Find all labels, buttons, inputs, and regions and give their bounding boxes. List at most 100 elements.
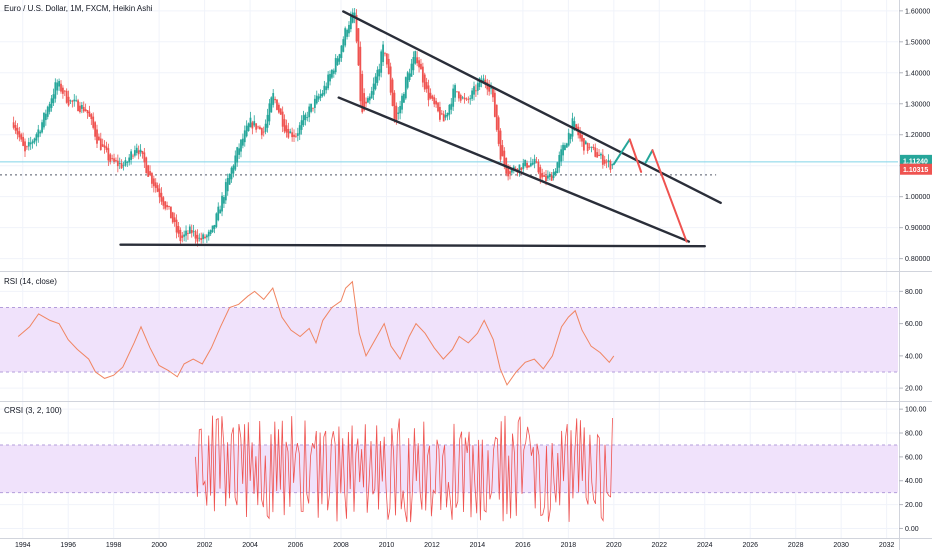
time-tick-label: 2030 [833,542,849,549]
candle-body [124,160,127,166]
candle-body [264,123,267,132]
candle-body [611,164,614,166]
candle-body [353,12,356,18]
candle-body [446,112,449,117]
candle-body [236,147,239,163]
candle-body [317,96,320,100]
candle-body [336,58,339,66]
crsi-tick-label: 20.00 [905,502,923,509]
candle-body [592,146,595,149]
candle-body [285,125,288,133]
candle-body [469,98,472,100]
price-badge [900,163,932,175]
price-tick-label: 1.00000 [905,194,930,201]
candle-body [58,81,61,87]
candle-body [205,235,208,238]
candle-body [403,93,405,103]
candle-body [147,165,150,177]
candle-body [266,114,269,128]
candle-body [473,86,475,95]
candle-body [304,114,307,121]
candle-body [241,138,244,146]
crsi-tick-label: 0.00 [905,526,919,533]
candle-body [162,197,165,206]
candle-body [421,66,424,83]
candle-body [493,92,496,117]
candle-body [535,161,538,163]
candle-body [44,113,47,121]
candle-body [164,201,167,209]
candle-body [92,116,95,128]
candle-body [60,83,62,92]
candle-body [368,96,371,101]
candle-body [351,12,354,23]
candle-body [486,82,489,90]
price-badge [900,154,932,166]
candle-body [393,92,396,119]
candle-body [245,125,248,137]
candle-body [526,162,528,168]
time-tick-label: 2010 [379,542,395,549]
candle-body [539,167,542,179]
candle-body [107,148,110,161]
candle-body [575,124,578,130]
candle-body [118,163,121,164]
candle-body [385,53,388,65]
candle-body [429,92,432,99]
candle-body [507,165,510,177]
time-tick-label: 2008 [333,542,349,549]
candle-body [169,206,172,219]
candle-body [503,150,506,166]
candle-body [302,115,305,126]
candle-body [171,212,174,223]
candle-body [71,100,74,102]
candle-body [132,155,134,157]
candle-body [158,188,161,198]
candle-body [200,238,203,241]
candle-body [401,95,403,110]
candle-body [427,85,430,101]
candle-body [509,171,511,174]
candle-body [22,136,25,146]
indicator-layer [17,280,615,523]
drawing-layer [119,10,722,248]
candle-body [300,120,303,130]
candle-body [262,131,265,133]
candle-body [380,51,383,73]
candle-body [355,15,358,42]
candle-body [133,150,136,156]
candle-body [520,167,523,171]
candle-body [14,125,17,131]
candle-body [367,98,369,103]
candle-body [338,54,341,62]
time-tick-label: 2026 [742,542,758,549]
time-tick-label: 2032 [879,542,895,549]
candle-body [565,143,568,148]
candle-body [116,160,119,167]
candle-body [431,95,434,99]
crsi-tick-label: 80.00 [905,431,923,438]
rsi-line [17,280,615,386]
candle-body [475,90,477,92]
candle-body [444,115,447,118]
candle-body [168,206,170,208]
candle-body [268,103,271,122]
candle-body [389,66,392,93]
candle-body [270,97,273,113]
candle-body [232,165,235,174]
candle-body [528,165,530,168]
candle-body [437,102,439,112]
candle-body [99,138,102,150]
price-tick-label: 1.40000 [905,70,930,77]
projection-line [644,149,654,164]
price-line-layer [0,161,898,176]
candle-body [605,161,608,163]
candle-body [295,135,297,137]
candle-body [90,114,93,120]
candle-body [497,117,500,144]
candle-body [198,237,201,239]
candle-body [63,90,66,92]
candle-body [281,111,284,127]
